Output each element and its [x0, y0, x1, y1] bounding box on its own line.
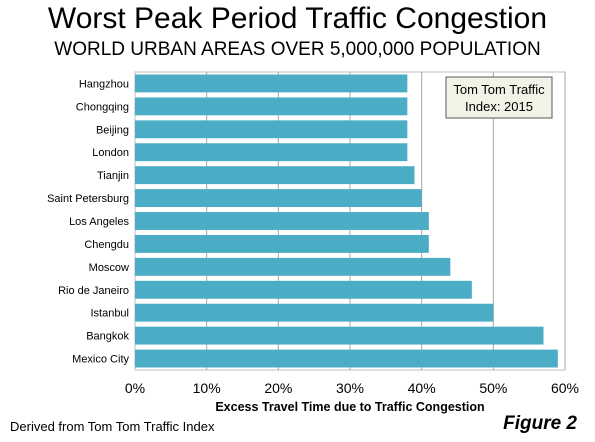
y-tick-label: Chongqing [76, 101, 129, 113]
x-tick-label: 10% [193, 380, 221, 396]
bar-mexico-city [135, 349, 558, 368]
bar-saint-petersburg [135, 189, 422, 208]
y-tick-label: Chengdu [84, 239, 129, 251]
annotation-line-1: Tom Tom Traffic [453, 82, 545, 97]
y-tick-label: Rio de Janeiro [58, 285, 129, 297]
chart-subtitle: WORLD URBAN AREAS OVER 5,000,000 POPULAT… [54, 39, 541, 60]
bar-los-angeles [135, 212, 429, 230]
bar-chongqing [135, 97, 408, 116]
bar-istanbul [135, 303, 494, 322]
x-tick-label: 40% [408, 380, 436, 396]
y-tick-label: Bangkok [86, 331, 129, 343]
x-tick-label: 0% [125, 380, 145, 396]
bar-rio-de-janeiro [135, 280, 472, 299]
y-tick-label: Mexico City [72, 354, 129, 366]
x-tick-label: 60% [551, 380, 579, 396]
bar-moscow [135, 257, 451, 276]
y-tick-label: Istanbul [90, 308, 129, 320]
annotation-line-2: Index: 2015 [465, 99, 533, 114]
y-tick-label: Tianjin [97, 170, 129, 182]
y-tick-label: Saint Petersburg [47, 193, 129, 205]
bar-tianjin [135, 166, 415, 185]
source-note: Derived from Tom Tom Traffic Index [10, 419, 215, 434]
annotation-box: Tom Tom Traffic Index: 2015 [445, 76, 553, 119]
bar-chengdu [135, 234, 429, 253]
bar-bangkok [135, 326, 544, 345]
bar-hangzhou [135, 74, 408, 93]
bar-beijing [135, 120, 408, 139]
x-tick-label: 20% [264, 380, 292, 396]
x-tick-label: 30% [336, 380, 364, 396]
y-tick-label: Los Angeles [69, 216, 129, 228]
y-tick-label: Hangzhou [79, 78, 129, 90]
figure-label: Figure 2 [503, 413, 577, 434]
x-axis-label: Excess Travel Time due to Traffic Conges… [215, 400, 484, 414]
bar-london [135, 143, 408, 162]
y-tick-label: Moscow [89, 262, 129, 274]
chart-title: Worst Peak Period Traffic Congestion [47, 2, 548, 35]
y-tick-label: London [92, 147, 129, 159]
y-tick-label: Beijing [96, 124, 129, 136]
x-tick-label: 50% [479, 380, 507, 396]
